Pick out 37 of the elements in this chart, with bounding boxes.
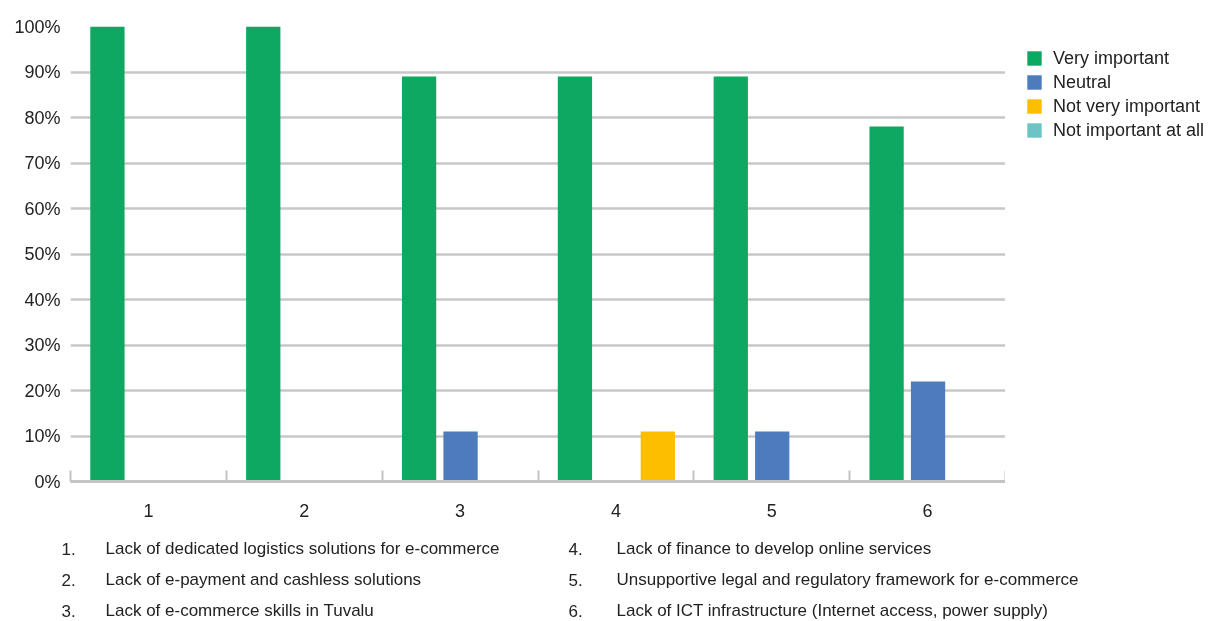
y-tick-label: 30%	[24, 335, 61, 355]
bar	[910, 381, 946, 482]
y-tick-label: 70%	[24, 153, 61, 173]
text: 1. Lack of dedicated logistics solutions for e-commerce	[61, 539, 500, 559]
y-tick-label: 90%	[24, 62, 61, 82]
legend-label: Very important	[1053, 46, 1170, 70]
text: 4. Lack of finance to develop online services	[568, 539, 932, 559]
legend-label: Neutral	[1053, 70, 1112, 94]
bar	[755, 431, 790, 482]
text: 3. Lack of e-commerce skills in Tuvalu	[61, 601, 374, 621]
x-tick-label: 1	[143, 500, 154, 521]
bar	[557, 76, 593, 482]
x-tick-label: 5	[766, 500, 777, 521]
bar	[90, 26, 125, 482]
legend-label: Not very important	[1053, 94, 1201, 118]
legend-label: Not important at all	[1053, 118, 1205, 142]
bar	[246, 26, 281, 482]
x-tick-label: 2	[299, 500, 310, 521]
y-tick-label: 100%	[14, 16, 61, 37]
bar	[640, 431, 675, 482]
bar	[713, 76, 748, 482]
text: 5. Unsupportive legal and regulatory framework for e-commerce	[568, 570, 1079, 590]
bar	[869, 126, 904, 482]
y-tick-label: 10%	[24, 426, 61, 446]
x-tick-label: 3	[455, 500, 466, 521]
y-tick-label: 50%	[24, 244, 61, 264]
y-tick-label: 60%	[24, 198, 61, 219]
text: 2. Lack of e-payment and cashless solutions	[61, 570, 422, 590]
x-tick-label: 6	[922, 500, 933, 521]
y-tick-label: 20%	[24, 380, 61, 401]
x-tick-label: 4	[610, 500, 621, 521]
y-tick-label: 80%	[24, 107, 61, 128]
y-tick-label: 0%	[34, 471, 61, 492]
bar	[401, 76, 437, 482]
y-tick-label: 40%	[24, 289, 61, 310]
text: 6. Lack of ICT infrastructure (Internet access, power supply)	[568, 601, 1048, 621]
bar	[443, 431, 478, 482]
